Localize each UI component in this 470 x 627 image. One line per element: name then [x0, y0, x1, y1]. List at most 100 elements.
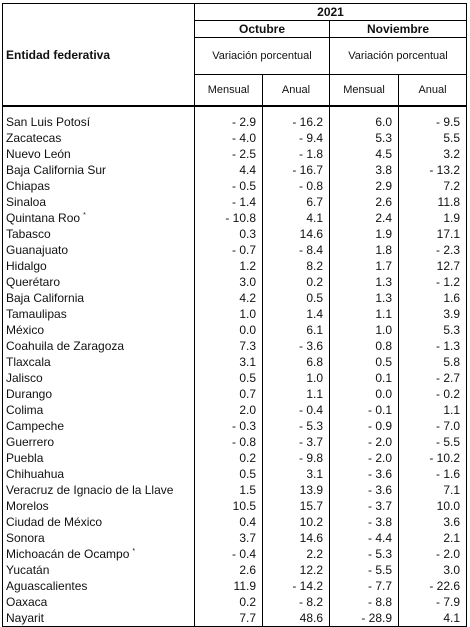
- entity-name-cell: Sonora: [2, 530, 195, 546]
- november-annual-cell: - 22.6: [397, 578, 468, 594]
- november-monthly-cell: 3.8: [329, 162, 399, 178]
- november-monthly-cell: - 3.6: [329, 466, 399, 482]
- november-annual-cell: - 10.2: [397, 450, 468, 466]
- october-monthly-cell: 7.3: [194, 338, 263, 354]
- entity-name-cell: Oaxaca: [2, 594, 195, 610]
- october-monthly-cell: 0.5: [194, 466, 263, 482]
- sub-header-october-monthly: Mensual: [194, 74, 263, 107]
- october-monthly-cell: 0.3: [194, 226, 263, 242]
- entity-name: Coahuila de Zaragoza: [6, 339, 125, 353]
- october-annual-cell: 6.8: [262, 354, 330, 370]
- october-monthly-cell: 0.0: [194, 322, 263, 338]
- november-monthly-cell: - 2.0: [329, 434, 399, 450]
- table-row: Tabasco 0.3 14.6 1.9 17.1: [2, 226, 468, 242]
- entity-name-cell: Durango: [2, 386, 195, 402]
- november-annual-cell: 3.2: [397, 146, 468, 162]
- entity-name-cell: Colima: [2, 402, 195, 418]
- entity-name: Morelos: [6, 499, 49, 513]
- entity-name-cell: Guanajuato: [2, 242, 195, 258]
- november-monthly-cell: - 0.1: [329, 402, 399, 418]
- november-annual-cell: - 7.0: [397, 418, 468, 434]
- october-annual-cell: - 0.4: [262, 402, 330, 418]
- october-monthly-cell: - 2.5: [194, 146, 263, 162]
- variation-header-october: Variación porcentual: [194, 37, 330, 75]
- table-row: Campeche - 0.3- 5.3- 0.9- 7.0: [2, 418, 468, 434]
- october-monthly-cell: - 0.4: [194, 546, 263, 562]
- november-monthly-cell: 1.7: [329, 258, 399, 274]
- november-monthly-cell: 1.8: [329, 242, 399, 258]
- entity-name: Querétaro: [6, 275, 61, 289]
- table-row: Puebla 0.2- 9.8- 2.0- 10.2: [2, 450, 468, 466]
- october-monthly-cell: - 0.8: [194, 434, 263, 450]
- november-annual-cell: 3.0: [397, 562, 468, 578]
- october-monthly-cell: 0.4: [194, 514, 263, 530]
- october-monthly-cell: 0.5: [194, 370, 263, 386]
- october-monthly-cell: - 1.4: [194, 194, 263, 210]
- table-row: Tamaulipas 1.0 1.4 1.1 3.9: [2, 306, 468, 322]
- november-monthly-cell: 2.6: [329, 194, 399, 210]
- october-annual-cell: 1.4: [262, 306, 330, 322]
- entity-name: Colima: [6, 403, 44, 417]
- table-row: Morelos 10.5 15.7- 3.7 10.0: [2, 498, 468, 514]
- november-monthly-cell: 0.1: [329, 370, 399, 386]
- november-monthly-cell: 0.8: [329, 338, 399, 354]
- october-annual-cell: - 3.6: [262, 338, 330, 354]
- table-body: San Luis Potosí - 2.9- 16.2 6.0- 9.5 Zacate…: [2, 114, 468, 627]
- november-monthly-cell: 1.3: [329, 290, 399, 306]
- november-monthly-cell: 1.1: [329, 306, 399, 322]
- year-header: 2021: [193, 3, 468, 21]
- table-row: Chihuahua 0.5 3.1- 3.6- 1.6: [2, 466, 468, 482]
- october-monthly-cell: 3.0: [194, 274, 263, 290]
- entity-name: Sonora: [6, 531, 45, 545]
- table-row: Zacatecas - 4.0- 9.4 5.3 5.5: [2, 130, 468, 146]
- october-monthly-cell: 2.0: [194, 402, 263, 418]
- november-monthly-cell: 6.0: [329, 114, 399, 130]
- november-monthly-cell: - 8.8: [329, 594, 399, 610]
- november-monthly-cell: - 3.6: [329, 482, 399, 498]
- table-row: Baja California 4.2 0.5 1.3 1.6: [2, 290, 468, 306]
- entity-name-cell: Puebla: [2, 450, 195, 466]
- table-row: Querétaro 3.0 0.2 1.3- 1.2: [2, 274, 468, 290]
- entity-name: Baja California Sur: [6, 163, 107, 177]
- table-row: Ciudad de México 0.4 10.2- 3.8 3.6: [2, 514, 468, 530]
- november-annual-cell: - 13.2: [397, 162, 468, 178]
- november-annual-cell: 10.0: [397, 498, 468, 514]
- october-annual-cell: 6.7: [262, 194, 330, 210]
- november-monthly-cell: - 7.7: [329, 578, 399, 594]
- november-annual-cell: 5.3: [397, 322, 468, 338]
- october-annual-cell: 12.2: [262, 562, 330, 578]
- november-annual-cell: - 7.9: [397, 594, 468, 610]
- october-annual-cell: 48.6: [262, 610, 330, 627]
- november-annual-cell: 17.1: [397, 226, 468, 242]
- november-annual-cell: - 5.5: [397, 434, 468, 450]
- october-annual-cell: 1.0: [262, 370, 330, 386]
- november-annual-cell: 12.7: [397, 258, 468, 274]
- entity-name: Veracruz de Ignacio de la Llave: [6, 483, 174, 497]
- october-annual-cell: - 16.7: [262, 162, 330, 178]
- entity-name: Chiapas: [6, 179, 51, 193]
- entity-name: Nuevo León: [6, 147, 71, 161]
- november-annual-cell: 11.8: [397, 194, 468, 210]
- october-annual-cell: 3.1: [262, 466, 330, 482]
- entity-name: Ciudad de México: [6, 515, 103, 529]
- october-monthly-cell: 11.9: [194, 578, 263, 594]
- october-monthly-cell: 4.4: [194, 162, 263, 178]
- october-annual-cell: 8.2: [262, 258, 330, 274]
- entity-name-cell: Hidalgo: [2, 258, 195, 274]
- sub-header-november-monthly: Mensual: [329, 74, 399, 107]
- october-annual-cell: 1.1: [262, 386, 330, 402]
- entity-name: Quintana Roo: [6, 211, 81, 225]
- table-row: Yucatán 2.6 12.2- 5.5 3.0: [2, 562, 468, 578]
- november-annual-cell: 1.1: [397, 402, 468, 418]
- november-annual-cell: - 1.6: [397, 466, 468, 482]
- entity-name-cell: Querétaro: [2, 274, 195, 290]
- table-row: Jalisco 0.5 1.0 0.1- 2.7: [2, 370, 468, 386]
- october-monthly-cell: - 0.7: [194, 242, 263, 258]
- november-monthly-cell: 2.4: [329, 210, 399, 226]
- november-monthly-cell: - 5.5: [329, 562, 399, 578]
- entity-name: Tabasco: [6, 227, 51, 241]
- entity-name-cell: Quintana Roo *: [2, 210, 195, 226]
- table-row: Tlaxcala 3.1 6.8 0.5 5.8: [2, 354, 468, 370]
- october-monthly-cell: - 0.3: [194, 418, 263, 434]
- november-monthly-cell: 1.9: [329, 226, 399, 242]
